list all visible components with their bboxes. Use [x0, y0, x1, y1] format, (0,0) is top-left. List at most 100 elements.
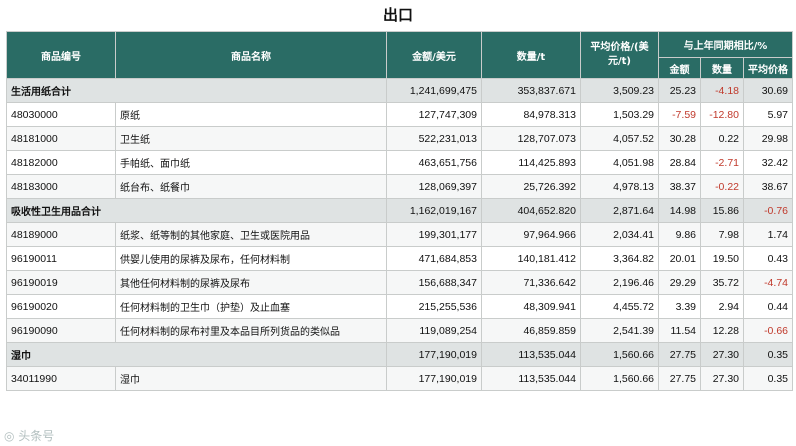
amount-cell: 199,301,177	[386, 222, 482, 247]
quantity-cell: 140,181.412	[481, 246, 581, 271]
yoy-amount-cell: 38.37	[658, 174, 701, 199]
code-cell: 96190011	[6, 246, 116, 271]
yoy-quantity-cell: 35.72	[700, 270, 744, 295]
quantity-cell: 48,309.941	[481, 294, 581, 319]
yoy-amount-cell: 27.75	[658, 342, 701, 367]
yoy-quantity-cell: 27.30	[700, 366, 744, 391]
yoy-amount-cell: 28.84	[658, 150, 701, 175]
yoy-price-cell: 29.98	[743, 126, 793, 151]
price-cell: 2,871.64	[580, 198, 659, 223]
name-cell: 原纸	[115, 102, 387, 127]
quantity-cell: 25,726.392	[481, 174, 581, 199]
quantity-cell: 114,425.893	[481, 150, 581, 175]
yoy-quantity-cell: 15.86	[700, 198, 744, 223]
quantity-cell: 128,707.073	[481, 126, 581, 151]
yoy-quantity-cell: 7.98	[700, 222, 744, 247]
header-amount: 金额/美元	[386, 31, 482, 79]
yoy-quantity-cell: 0.22	[700, 126, 744, 151]
subtotal-label: 吸收性卫生用品合计	[6, 198, 387, 223]
amount-cell: 215,255,536	[386, 294, 482, 319]
table-row: 96190011 供婴儿使用的尿裤及尿布，任何材料制 471,684,853 140,…	[6, 246, 793, 271]
table-row: 48181000 卫生纸 522,231,013 128,707.073 4,057.5…	[6, 126, 793, 151]
table-row: 48030000 原纸 127,747,309 84,978.313 1,503.29-…	[6, 102, 793, 127]
yoy-quantity-cell: 27.30	[700, 342, 744, 367]
name-cell: 供婴儿使用的尿裤及尿布，任何材料制	[115, 246, 387, 271]
amount-cell: 156,688,347	[386, 270, 482, 295]
subtotal-row: 吸收性卫生用品合计 1,162,019,167 404,652.820 2,871.6…	[6, 198, 793, 223]
yoy-price-cell: 1.74	[743, 222, 793, 247]
yoy-price-cell: 0.44	[743, 294, 793, 319]
yoy-price-cell: 0.35	[743, 342, 793, 367]
yoy-price-cell: 30.69	[743, 78, 793, 103]
yoy-quantity-cell: -0.22	[700, 174, 744, 199]
subtotal-row: 湿巾 177,190,019 113,535.044 1,560.66 27.75 27.…	[6, 342, 793, 367]
name-cell: 手帕纸、面巾纸	[115, 150, 387, 175]
table-row: 96190020 任何材料制的卫生巾（护垫）及止血塞 215,255,536 48,3…	[6, 294, 793, 319]
table-row: 96190019 其他任何材料制的尿裤及尿布 156,688,347 71,336.6…	[6, 270, 793, 295]
amount-cell: 177,190,019	[386, 342, 482, 367]
yoy-amount-cell: 11.54	[658, 318, 701, 343]
price-cell: 2,034.41	[580, 222, 659, 247]
amount-cell: 522,231,013	[386, 126, 482, 151]
price-cell: 2,196.46	[580, 270, 659, 295]
table-row: 48182000 手帕纸、面巾纸 463,651,756 114,425.893 4,0…	[6, 150, 793, 175]
yoy-price-cell: -4.74	[743, 270, 793, 295]
quantity-cell: 46,859.859	[481, 318, 581, 343]
header-name: 商品名称	[115, 31, 387, 79]
yoy-quantity-cell: -2.71	[700, 150, 744, 175]
quantity-cell: 71,336.642	[481, 270, 581, 295]
yoy-amount-cell: -7.59	[658, 102, 701, 127]
quantity-cell: 84,978.313	[481, 102, 581, 127]
code-cell: 48183000	[6, 174, 116, 199]
name-cell: 纸台布、纸餐巾	[115, 174, 387, 199]
name-cell: 纸浆、纸等制的其他家庭、卫生或医院用品	[115, 222, 387, 247]
yoy-amount-cell: 20.01	[658, 246, 701, 271]
code-cell: 48181000	[6, 126, 116, 151]
price-cell: 3,509.23	[580, 78, 659, 103]
yoy-amount-cell: 25.23	[658, 78, 701, 103]
quantity-cell: 404,652.820	[481, 198, 581, 223]
header-yoy-price: 平均价格	[743, 57, 793, 79]
subtotal-label: 生活用纸合计	[6, 78, 387, 103]
amount-cell: 177,190,019	[386, 366, 482, 391]
code-cell: 34011990	[6, 366, 116, 391]
code-cell: 96190020	[6, 294, 116, 319]
header-avg-price: 平均价格/(美元/t)	[580, 31, 659, 79]
yoy-amount-cell: 3.39	[658, 294, 701, 319]
subtotal-label: 湿巾	[6, 342, 387, 367]
amount-cell: 1,162,019,167	[386, 198, 482, 223]
subtotal-row: 生活用纸合计 1,241,699,475 353,837.671 3,509.23 25…	[6, 78, 793, 103]
yoy-price-cell: 0.43	[743, 246, 793, 271]
name-cell: 湿巾	[115, 366, 387, 391]
price-cell: 2,541.39	[580, 318, 659, 343]
code-cell: 48030000	[6, 102, 116, 127]
name-cell: 任何材料制的尿布衬里及本品目所列货品的类似品	[115, 318, 387, 343]
yoy-price-cell: 0.35	[743, 366, 793, 391]
amount-cell: 119,089,254	[386, 318, 482, 343]
name-cell: 其他任何材料制的尿裤及尿布	[115, 270, 387, 295]
page-title: 出口	[382, 6, 413, 24]
code-cell: 96190019	[6, 270, 116, 295]
table-row: 48183000 纸台布、纸餐巾 128,069,397 25,726.392 4,97…	[6, 174, 793, 199]
yoy-amount-cell: 9.86	[658, 222, 701, 247]
quantity-cell: 113,535.044	[481, 342, 581, 367]
price-cell: 4,978.13	[580, 174, 659, 199]
price-cell: 3,364.82	[580, 246, 659, 271]
code-cell: 48189000	[6, 222, 116, 247]
table-row: 34011990 湿巾 177,190,019 113,535.044 1,560.66…	[6, 366, 793, 391]
table-body: 生活用纸合计 1,241,699,475 353,837.671 3,509.23 25…	[6, 78, 793, 391]
price-cell: 4,455.72	[580, 294, 659, 319]
table-header: 商品编号 商品名称 金额/美元 数量/t 平均价格/(美元/t) 与上年同期相比…	[6, 31, 793, 79]
yoy-price-cell: 38.67	[743, 174, 793, 199]
header-quantity: 数量/t	[481, 31, 581, 79]
amount-cell: 471,684,853	[386, 246, 482, 271]
yoy-amount-cell: 30.28	[658, 126, 701, 151]
yoy-quantity-cell: 2.94	[700, 294, 744, 319]
yoy-price-cell: 5.97	[743, 102, 793, 127]
amount-cell: 463,651,756	[386, 150, 482, 175]
price-cell: 4,057.52	[580, 126, 659, 151]
amount-cell: 1,241,699,475	[386, 78, 482, 103]
amount-cell: 128,069,397	[386, 174, 482, 199]
name-cell: 任何材料制的卫生巾（护垫）及止血塞	[115, 294, 387, 319]
export-table: 商品编号 商品名称 金额/美元 数量/t 平均价格/(美元/t) 与上年同期相比…	[6, 31, 793, 391]
